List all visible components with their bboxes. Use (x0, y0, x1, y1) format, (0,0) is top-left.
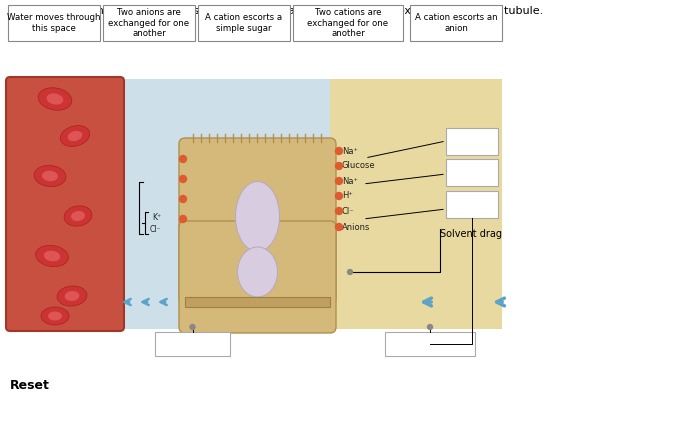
Text: Na⁺: Na⁺ (342, 147, 358, 155)
Ellipse shape (34, 165, 66, 187)
Text: Glucose: Glucose (342, 161, 376, 171)
FancyBboxPatch shape (6, 77, 124, 331)
Circle shape (335, 207, 342, 214)
Text: Correctly label the components associated with reabsorption in the proximal conv: Correctly label the components associate… (8, 6, 543, 16)
Text: Cl⁻: Cl⁻ (342, 207, 355, 216)
Ellipse shape (235, 181, 279, 251)
Text: A cation escorts a
simple sugar: A cation escorts a simple sugar (205, 13, 283, 33)
FancyBboxPatch shape (446, 128, 498, 155)
FancyBboxPatch shape (179, 138, 336, 305)
Circle shape (335, 178, 342, 184)
Text: Na⁺: Na⁺ (342, 177, 358, 185)
Circle shape (179, 195, 186, 203)
Circle shape (179, 175, 186, 183)
Ellipse shape (47, 93, 64, 105)
Circle shape (179, 216, 186, 223)
Text: A cation escorts an
anion: A cation escorts an anion (414, 13, 497, 33)
Text: Two anions are
exchanged for one
another: Two anions are exchanged for one another (108, 8, 190, 38)
FancyBboxPatch shape (179, 221, 336, 333)
Ellipse shape (64, 206, 92, 226)
FancyBboxPatch shape (155, 332, 230, 356)
Text: Cl⁻: Cl⁻ (150, 224, 162, 233)
Text: Solvent drag: Solvent drag (440, 229, 502, 239)
Text: H⁺: H⁺ (342, 191, 353, 201)
FancyBboxPatch shape (446, 159, 498, 186)
FancyBboxPatch shape (103, 5, 195, 41)
FancyBboxPatch shape (446, 191, 498, 218)
Ellipse shape (48, 312, 62, 320)
Circle shape (179, 155, 186, 162)
Ellipse shape (64, 291, 80, 301)
Ellipse shape (41, 307, 69, 325)
Text: K⁺: K⁺ (152, 213, 161, 221)
Ellipse shape (44, 251, 60, 261)
FancyBboxPatch shape (198, 5, 290, 41)
Ellipse shape (68, 131, 83, 141)
Ellipse shape (38, 88, 72, 110)
Ellipse shape (57, 286, 87, 306)
Ellipse shape (237, 247, 277, 297)
Circle shape (347, 270, 353, 274)
Circle shape (335, 148, 342, 155)
FancyBboxPatch shape (410, 5, 502, 41)
Ellipse shape (36, 245, 69, 266)
Circle shape (335, 162, 342, 170)
Text: Water moves through
this space: Water moves through this space (7, 13, 101, 33)
Ellipse shape (71, 211, 85, 221)
Bar (8, 79, 502, 329)
Circle shape (335, 193, 342, 200)
Text: Anions: Anions (342, 223, 370, 231)
FancyBboxPatch shape (293, 5, 403, 41)
Ellipse shape (60, 125, 90, 146)
Text: Reset: Reset (10, 379, 50, 392)
Circle shape (335, 224, 342, 230)
Text: Two cations are
exchanged for one
another: Two cations are exchanged for one anothe… (307, 8, 389, 38)
FancyBboxPatch shape (8, 5, 100, 41)
Ellipse shape (42, 171, 58, 181)
Circle shape (428, 325, 433, 329)
FancyBboxPatch shape (385, 332, 475, 356)
Bar (330, 79, 502, 329)
Circle shape (190, 325, 195, 329)
Bar (185, 297, 330, 307)
